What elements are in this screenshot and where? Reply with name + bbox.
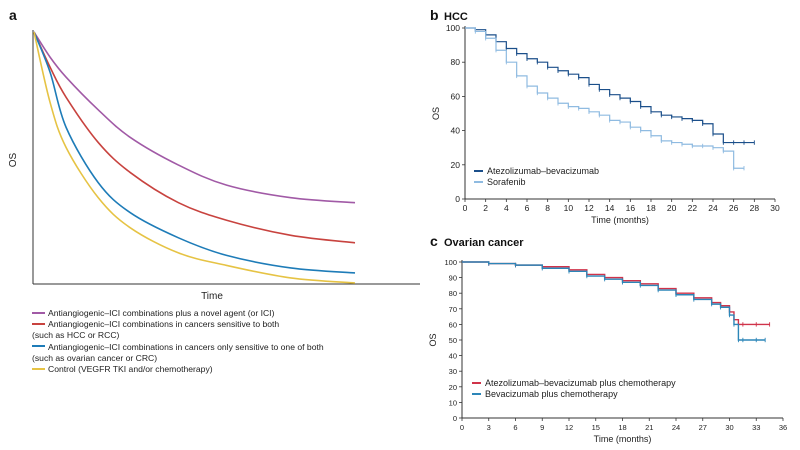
panel-b-x-tick-label: 0 <box>463 203 468 213</box>
panel-c-legend-label: Bevacizumab plus chemotherapy <box>485 389 618 399</box>
panel-c-x-tick-label: 18 <box>618 423 626 432</box>
panel-c-x-tick-label: 33 <box>752 423 760 432</box>
panel-a-y-label: OS <box>8 152 19 167</box>
panel-b-y-tick-label: 40 <box>451 126 461 136</box>
panel-b-title: HCC <box>444 11 468 23</box>
panel-b-y-tick-label: 100 <box>446 23 460 33</box>
panel-b-y-label: OS <box>431 107 441 120</box>
panel-a-label: a <box>9 7 17 23</box>
panel-a-legend-text: (such as HCC or RCC) <box>32 330 120 341</box>
panel-a-legend-text: Antiangiogenic–ICI combinations in cance… <box>48 319 280 330</box>
panel-b-curves <box>465 27 755 171</box>
panel-c-y-tick-label: 70 <box>449 305 457 314</box>
panel-c-y-tick-label: 100 <box>444 258 457 267</box>
panel-b-y-tick-label: 0 <box>455 194 460 204</box>
panel-c-x-tick-label: 9 <box>540 423 544 432</box>
panel-a-curve-4 <box>33 31 356 284</box>
panel-b-x-tick-label: 20 <box>667 203 677 213</box>
panel-c-x-tick-label: 15 <box>592 423 600 432</box>
panel-a-legend-entry: (such as HCC or RCC) <box>32 330 412 341</box>
panel-c: c Ovarian cancer 0 3 6 9 12 15 18 21 24 27 30 33 360… <box>428 233 787 444</box>
panel-c-y-tick-label: 60 <box>449 320 457 329</box>
panel-c-y-tick-label: 90 <box>449 274 457 283</box>
panel-c-y-tick-label: 10 <box>449 398 457 407</box>
panel-c-label: c <box>430 233 438 249</box>
panel-a-legend-entry: Antiangiogenic–ICI combinations in cance… <box>32 319 412 330</box>
panel-b-x-tick-label: 16 <box>626 203 636 213</box>
panel-c-y-tick-label: 30 <box>449 367 457 376</box>
panel-a-legend: Antiangiogenic–ICI combinations plus a n… <box>32 308 412 375</box>
panel-b-label: b <box>430 7 439 23</box>
panel-c-x-tick-label: 27 <box>699 423 707 432</box>
panel-b-curve-1 <box>465 27 755 144</box>
panel-b-x-tick-label: 24 <box>708 203 718 213</box>
panel-a-curve-1 <box>33 31 356 204</box>
panel-b-x-tick-label: 4 <box>504 203 509 213</box>
panel-b-y-tick-label: 60 <box>451 91 461 101</box>
panel-c-y-tick-label: 80 <box>449 289 457 298</box>
panel-b-x-tick-label: 30 <box>770 203 780 213</box>
panel-c-title: Ovarian cancer <box>444 237 524 249</box>
panel-b-x-tick-label: 14 <box>605 203 615 213</box>
panel-b-y-tick-label: 80 <box>451 57 461 67</box>
panel-b-x-tick-label: 22 <box>688 203 698 213</box>
panel-c-x-tick-label: 36 <box>779 423 787 432</box>
panel-a: a OS Time <box>8 7 420 302</box>
panel-a-legend-swatch <box>32 367 45 370</box>
panel-b-axes: 0 2 4 6 8 10 12 14 16 18 20 22 24 26 28 30020406080100T… <box>431 23 780 225</box>
panel-a-legend-text: Control (VEGFR TKI and/or chemotherapy) <box>48 364 213 375</box>
panel-c-legend: Atezolizumab–bevacizumab plus chemothera… <box>472 378 676 399</box>
panel-c-x-label: Time (months) <box>594 434 652 444</box>
panel-a-legend-entry: Antiangiogenic–ICI combinations in cance… <box>32 342 412 353</box>
panel-a-legend-entry: Control (VEGFR TKI and/or chemotherapy) <box>32 364 412 375</box>
panel-b-x-tick-label: 12 <box>584 203 594 213</box>
panel-c-curves <box>462 261 771 343</box>
panel-c-axes: 0 3 6 9 12 15 18 21 24 27 30 33 36010203040506070809… <box>428 258 787 444</box>
panel-c-y-tick-label: 20 <box>449 383 457 392</box>
panel-c-x-tick-label: 12 <box>565 423 573 432</box>
panel-b-x-tick-label: 10 <box>564 203 574 213</box>
panel-c-x-tick-label: 24 <box>672 423 680 432</box>
panel-a-legend-swatch <box>32 311 45 314</box>
panel-c-x-tick-label: 21 <box>645 423 653 432</box>
panel-b-legend-label: Atezolizumab–bevacizumab <box>487 166 599 176</box>
panel-a-legend-text: (such as ovarian cancer or CRC) <box>32 352 158 363</box>
panel-b-x-tick-label: 18 <box>646 203 656 213</box>
panel-b-x-label: Time (months) <box>591 215 649 225</box>
panel-c-x-tick-label: 3 <box>487 423 491 432</box>
panel-a-legend-entry: Antiangiogenic–ICI combinations plus a n… <box>32 308 412 319</box>
panel-a-legend-text: Antiangiogenic–ICI combinations in cance… <box>48 341 324 352</box>
panel-a-legend-entry: (such as ovarian cancer or CRC) <box>32 353 412 364</box>
panel-b-legend-label: Sorafenib <box>487 177 526 187</box>
panel-c-x-tick-label: 0 <box>460 423 464 432</box>
panel-c-curve-1 <box>462 261 770 326</box>
panel-c-legend-label: Atezolizumab–bevacizumab plus chemothera… <box>485 378 676 388</box>
panel-c-y-label: OS <box>428 333 438 346</box>
panel-b-x-tick-label: 8 <box>545 203 550 213</box>
panel-c-x-tick-label: 6 <box>513 423 517 432</box>
panel-c-y-tick-label: 40 <box>449 352 457 361</box>
panel-a-legend-swatch <box>32 345 45 348</box>
panel-c-curve-2 <box>462 261 766 341</box>
panel-b-x-tick-label: 2 <box>483 203 488 213</box>
panel-c-y-tick-label: 0 <box>453 414 457 423</box>
panel-a-legend-swatch <box>32 322 45 325</box>
panel-b: b HCC 0 2 4 6 8 10 12 14 16 18 20 22 24 26 28 300204060… <box>430 7 780 225</box>
panel-b-x-tick-label: 28 <box>750 203 760 213</box>
panel-a-curve-3 <box>33 31 356 274</box>
panel-a-x-label: Time <box>201 291 223 302</box>
panel-b-x-tick-label: 6 <box>525 203 530 213</box>
panel-b-y-tick-label: 20 <box>451 160 461 170</box>
panel-a-curves <box>33 31 356 284</box>
panel-c-y-tick-label: 50 <box>449 336 457 345</box>
panel-a-legend-text: Antiangiogenic–ICI combinations plus a n… <box>48 308 275 318</box>
panel-a-curve-2 <box>33 31 356 244</box>
panel-b-x-tick-label: 26 <box>729 203 739 213</box>
panel-c-x-tick-label: 30 <box>725 423 733 432</box>
